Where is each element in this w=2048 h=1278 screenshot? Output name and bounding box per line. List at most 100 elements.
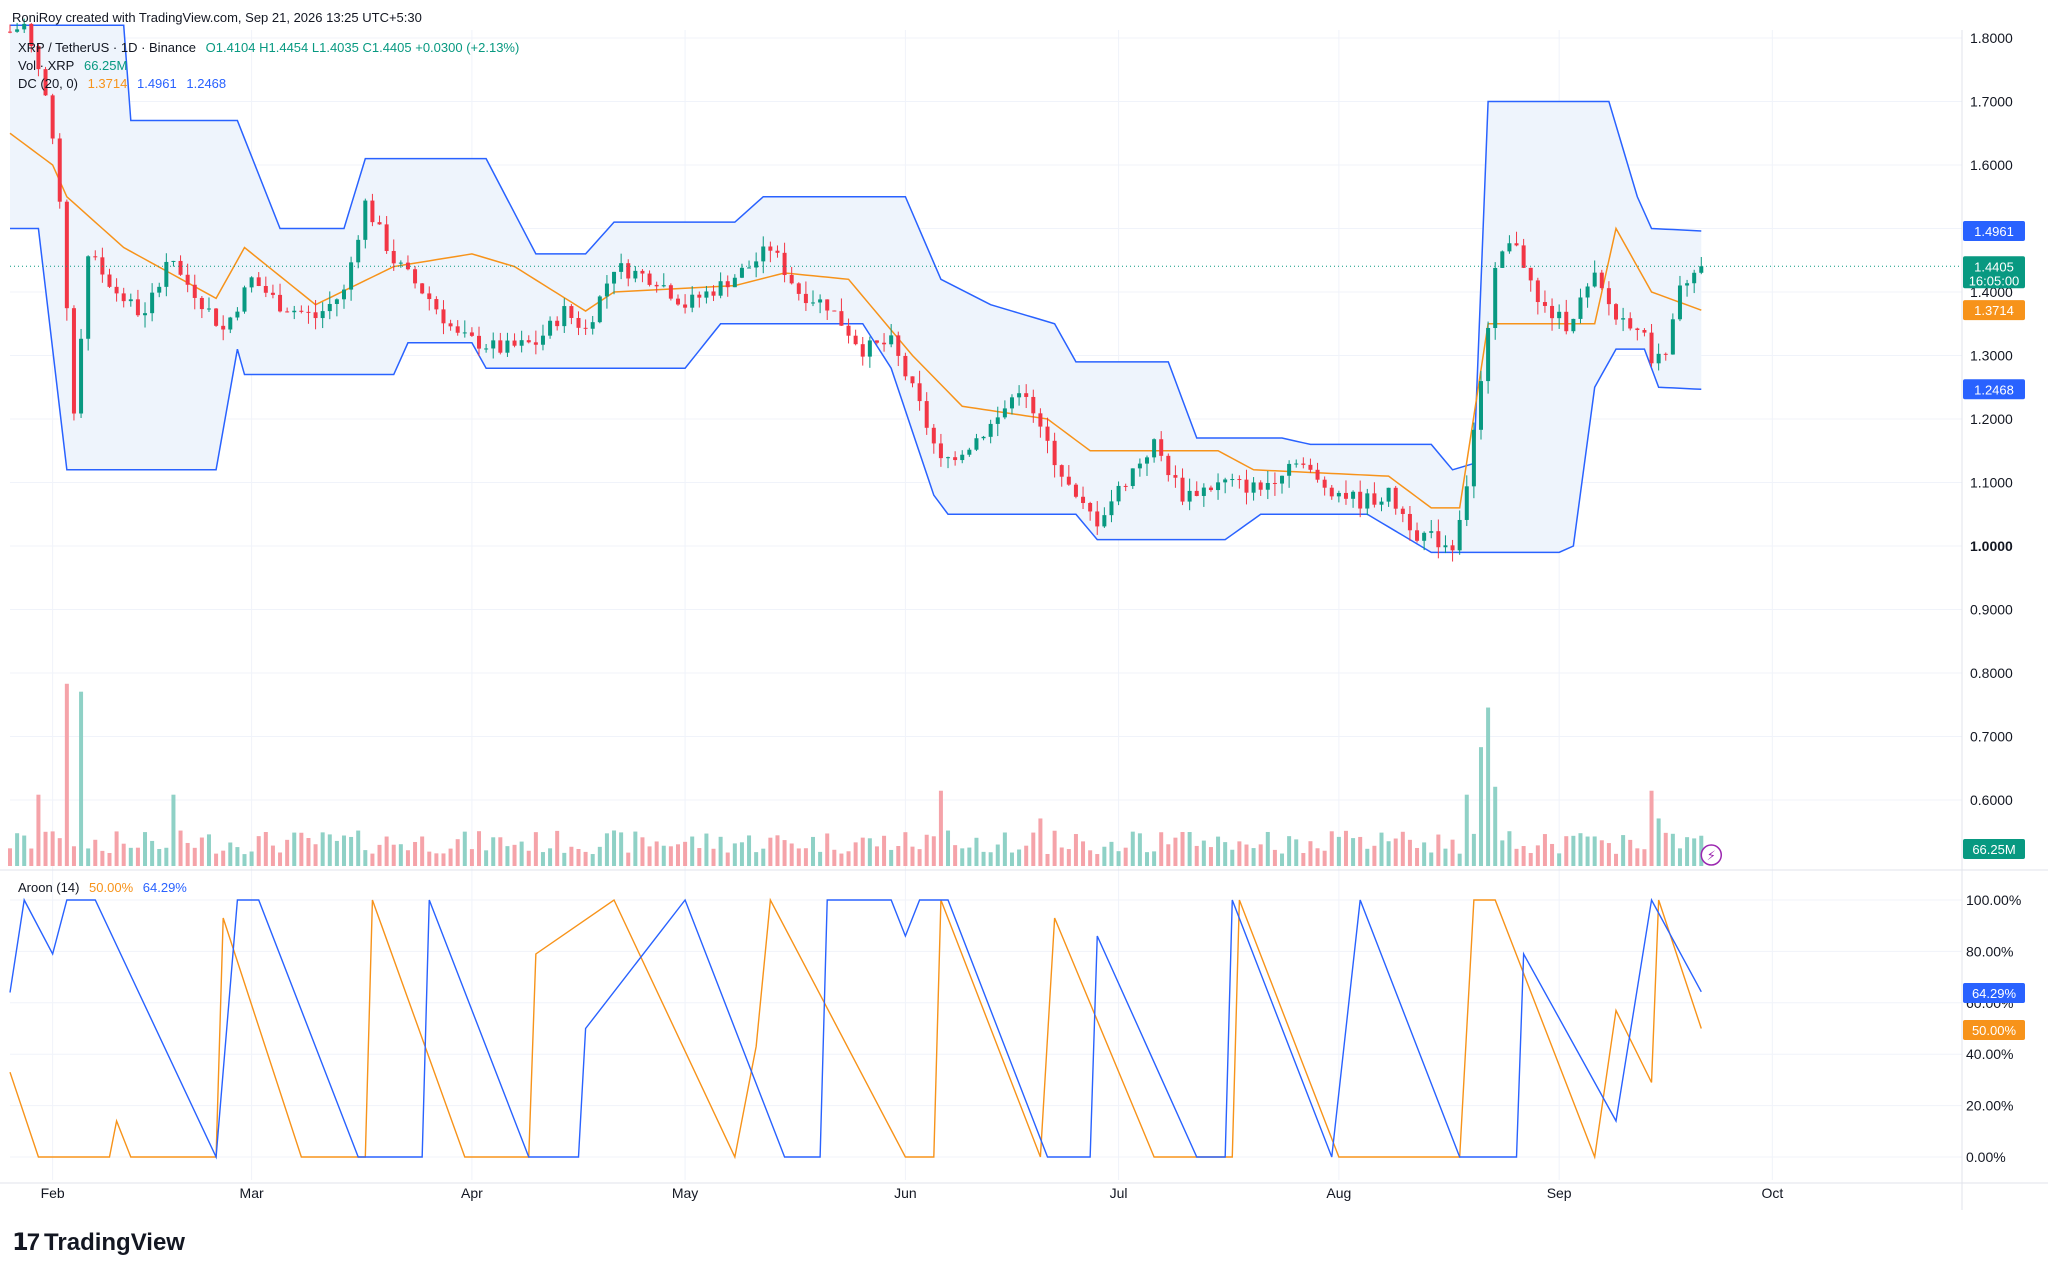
volume-bar (633, 831, 638, 866)
aroon-up-line (9, 897, 1702, 1160)
candle (526, 340, 531, 343)
volume-bar (931, 836, 936, 866)
volume-bar (1699, 835, 1704, 866)
candle (917, 383, 922, 402)
aroon-up-value: 50.00% (89, 880, 134, 895)
volume-bar (121, 843, 126, 866)
volume-bar (1578, 833, 1583, 866)
candle (1606, 288, 1611, 305)
candle (974, 438, 979, 450)
candle (775, 250, 780, 253)
candle (150, 292, 155, 314)
volume-bar (1251, 848, 1256, 866)
volume-bar (1038, 818, 1043, 866)
date-axis-label: Sep (1547, 1185, 1572, 1201)
volume-bar (768, 837, 773, 866)
candle (135, 299, 140, 316)
date-axis-label: Mar (240, 1185, 264, 1201)
volume-bar (270, 845, 275, 866)
volume-bar (1045, 853, 1050, 866)
volume-bar (1400, 831, 1405, 866)
date-axis-label: Jun (894, 1185, 917, 1201)
volume-bar (370, 853, 375, 866)
candle (391, 250, 396, 264)
candle (1109, 501, 1114, 516)
volume-bar (199, 837, 204, 866)
volume-bar (569, 846, 574, 866)
volume-bar (292, 832, 297, 866)
volume-bar (924, 834, 929, 866)
volume-bar (1649, 790, 1654, 866)
volume-bar (1606, 843, 1611, 866)
volume-bar (86, 848, 91, 866)
volume-bar (1109, 841, 1114, 866)
candle (555, 320, 560, 327)
volume-bar (455, 839, 460, 866)
candle (718, 281, 723, 296)
candle (1187, 490, 1192, 502)
candle (619, 263, 624, 272)
donchian-upper-line (10, 24, 1702, 471)
volume-bar (178, 830, 183, 866)
volume-bar (803, 848, 808, 866)
tradingview-logo: 𝟭7 TradingView (12, 1228, 185, 1257)
candle (306, 311, 311, 313)
candle (8, 31, 12, 33)
volume-bar (1550, 843, 1555, 866)
candle (199, 297, 204, 310)
candle (1315, 469, 1320, 480)
candle (640, 270, 645, 274)
candle (71, 308, 76, 414)
volume-value: 66.25M (83, 58, 128, 73)
volume-bar (128, 847, 133, 866)
volume-bar (1336, 836, 1341, 866)
volume-bar (1457, 853, 1462, 866)
volume-bar (1272, 849, 1277, 866)
volume-bar (903, 832, 908, 866)
volume-bar (1315, 848, 1320, 866)
candle (15, 29, 20, 32)
volume-bar (249, 851, 254, 866)
volume-bar (1024, 845, 1029, 866)
volume-bar (540, 852, 545, 866)
volume-bar (1358, 836, 1363, 866)
volume-bar (853, 842, 858, 866)
candle (1372, 493, 1377, 505)
volume-bar (604, 833, 609, 866)
volume-bar (683, 841, 688, 866)
price-axis-label: 1.8000 (1970, 30, 2013, 46)
candle (143, 313, 148, 316)
volume-bar (1116, 851, 1121, 866)
candle (1386, 487, 1391, 502)
volume-legend: Vol · XRP 66.25M (18, 58, 133, 73)
candle (107, 274, 112, 287)
volume-bar (711, 848, 716, 866)
candle (1471, 429, 1476, 487)
aroon-tag (1963, 1020, 2025, 1040)
candle (1351, 491, 1356, 499)
volume-bar (789, 843, 794, 866)
volume-bar (953, 845, 958, 866)
volume-bar (15, 833, 20, 866)
volume-bar (1265, 831, 1270, 866)
volume-bar (732, 843, 737, 866)
candle (1159, 439, 1164, 456)
volume-bar (363, 850, 368, 866)
volume-bar (1443, 848, 1448, 866)
candle (1081, 496, 1086, 504)
candle (1493, 267, 1498, 329)
volume-bar (1521, 846, 1526, 866)
candle (1201, 487, 1206, 496)
candle (1550, 305, 1555, 319)
candle (1685, 283, 1690, 286)
candle (228, 317, 233, 330)
volume-bar (1216, 836, 1221, 866)
date-axis-label: May (672, 1185, 698, 1201)
volume-bar (526, 850, 531, 866)
candle (867, 340, 872, 357)
candle (1663, 353, 1668, 355)
volume-bar (512, 844, 517, 866)
volume-tag (1963, 839, 2025, 859)
volume-bar (818, 851, 823, 866)
candle (853, 335, 858, 345)
